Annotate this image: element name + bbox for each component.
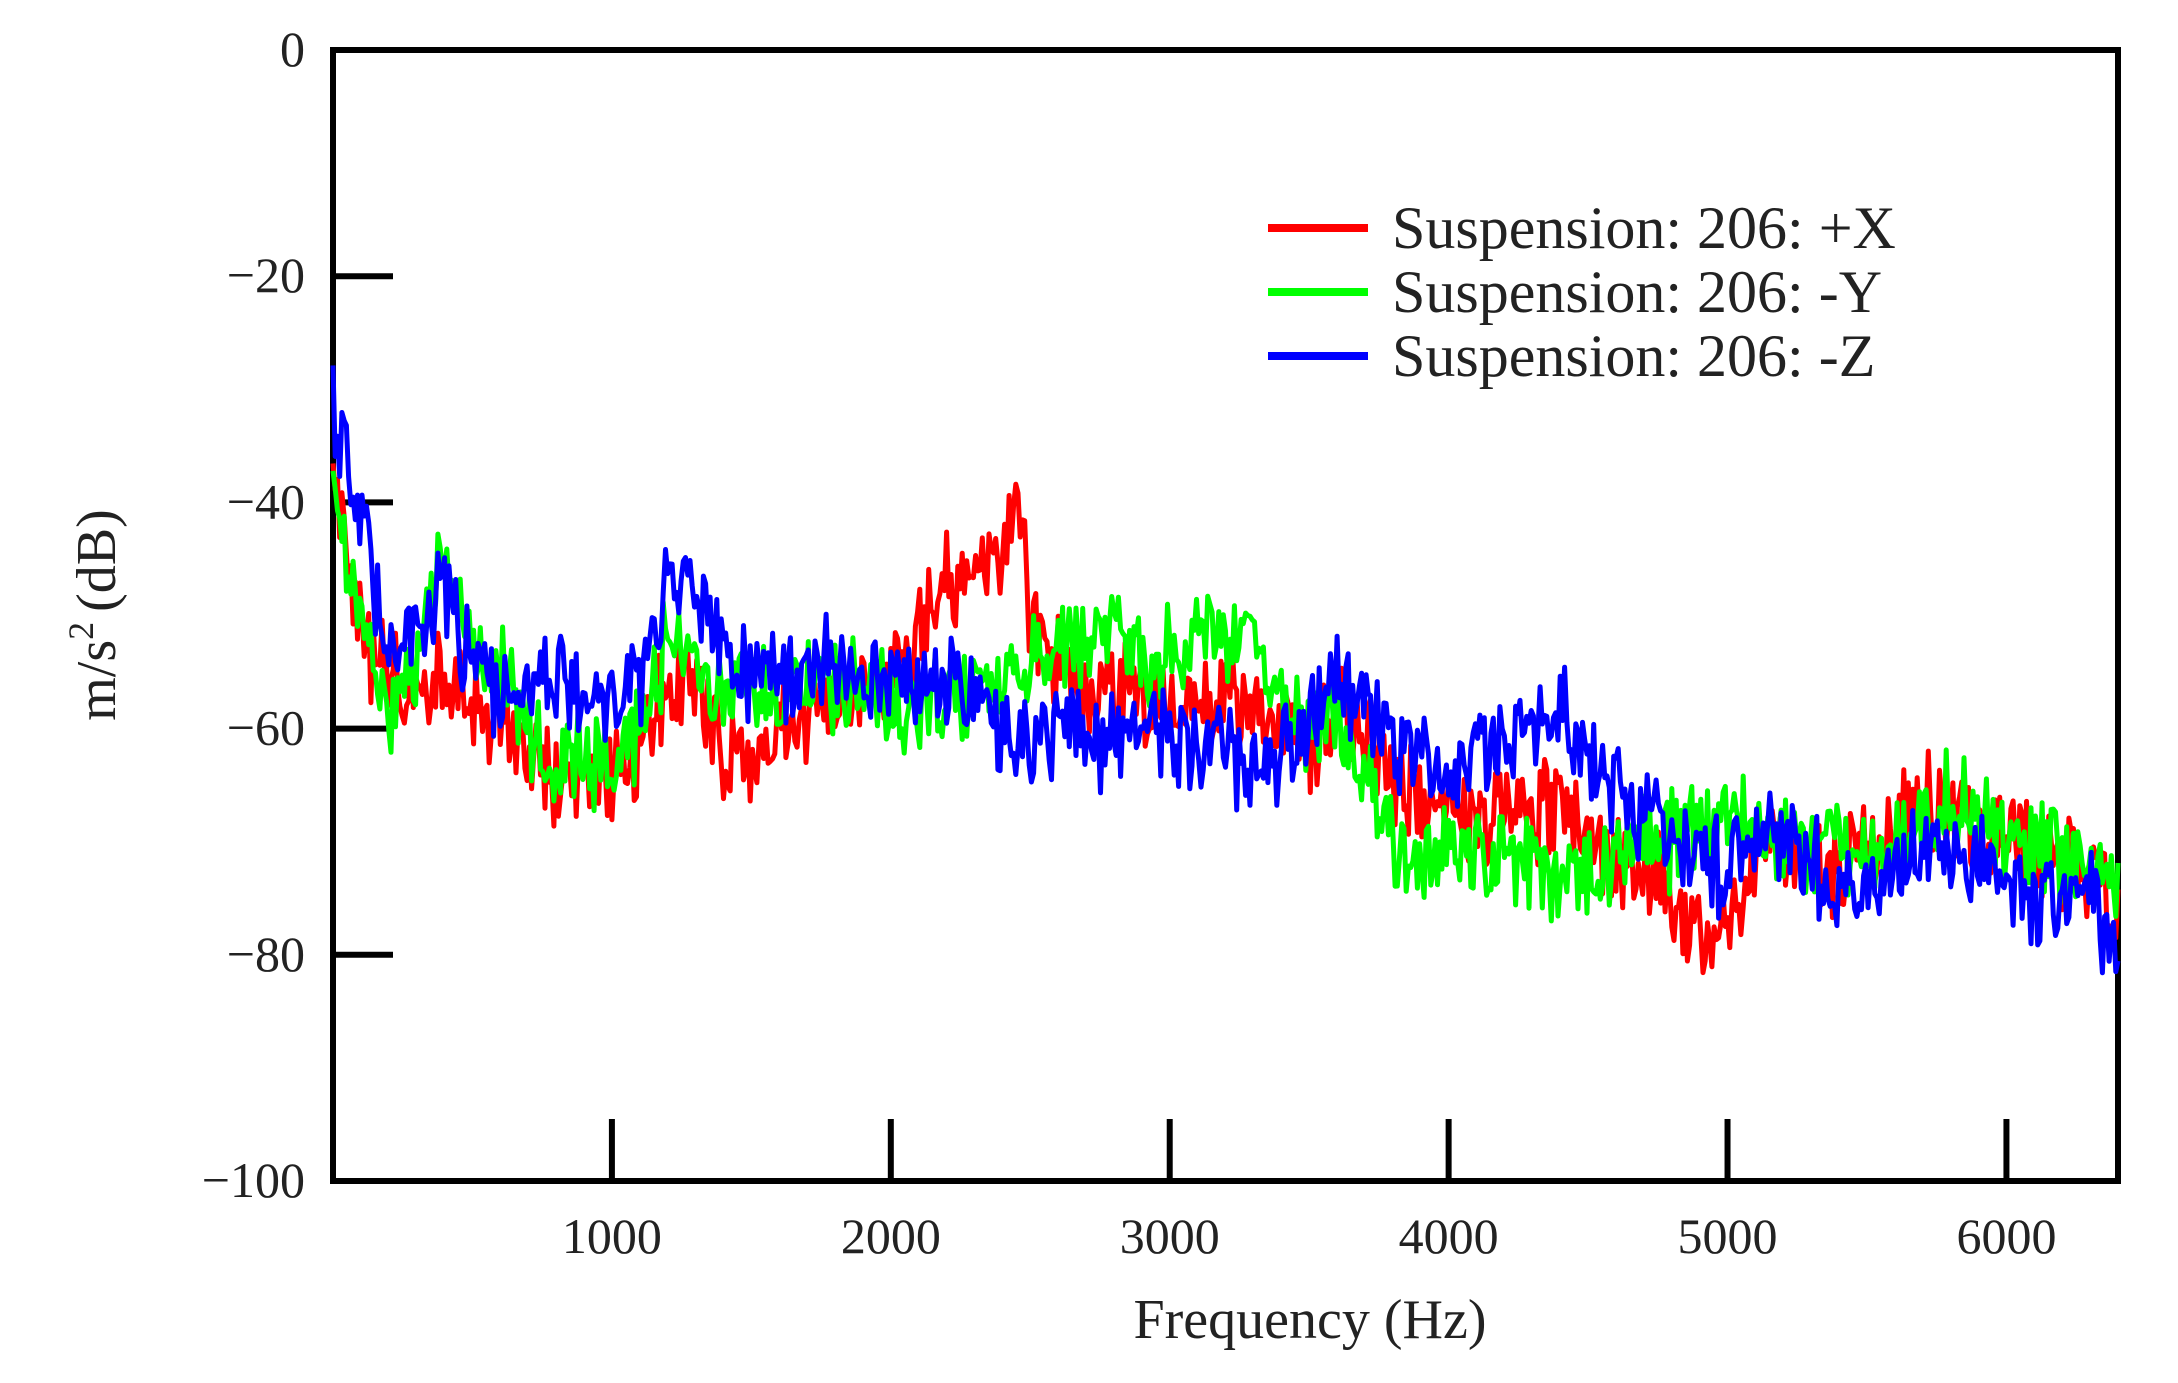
y-tick-label: −80 [227,926,305,982]
x-tick-label: 2000 [841,1208,941,1264]
y-tick-label: −100 [202,1152,305,1208]
legend-label: Suspension: 206: -Y [1392,259,1882,325]
series-line [330,463,2121,976]
y-axis-title: m/s2 (dB) [61,509,128,721]
y-axis-title-exponent: 2 [61,622,101,640]
series-line [330,365,2121,976]
x-tick-label: 3000 [1120,1208,1220,1264]
series-layer [330,365,2121,976]
y-axis-title-base: m/s [66,640,128,721]
legend-label: Suspension: 206: -Z [1392,323,1875,389]
x-tick-label: 1000 [562,1208,662,1264]
svg-text:m/s2(dB): m/s2 (dB) [61,509,128,721]
x-tick-label: 4000 [1399,1208,1499,1264]
y-tick-label: −40 [227,473,305,529]
ticks-layer: 1000 2000 3000 4000 5000 6000 0 −20 −40 −60 −80 −10… [202,21,2057,1264]
x-axis-title: Frequency (Hz) [1134,1289,1487,1351]
plot-frame [330,47,2121,1184]
y-tick-label: 0 [280,21,305,77]
x-tick-label: 5000 [1678,1208,1778,1264]
y-axis-title-unit: (dB) [66,509,128,612]
series-line [330,470,2121,924]
y-tick-label: −20 [227,247,305,303]
y-tick-label: −60 [227,700,305,756]
x-tick-label: 6000 [1956,1208,2056,1264]
legend-label: Suspension: 206: +X [1392,195,1896,261]
